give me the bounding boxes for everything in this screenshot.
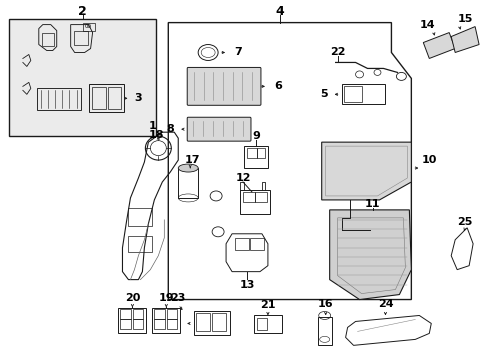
Bar [91, 87, 105, 109]
Bar [152, 307, 180, 333]
Bar [178, 168, 198, 198]
Bar [128, 236, 152, 252]
Bar [82, 23, 94, 31]
Polygon shape [450, 27, 478, 53]
Ellipse shape [178, 164, 198, 172]
Bar [41, 32, 54, 45]
Bar [235, 238, 248, 250]
Bar [9, 19, 156, 136]
Bar [107, 87, 121, 109]
Text: 3: 3 [134, 93, 142, 103]
Bar [256, 148, 264, 158]
Text: 16: 16 [317, 298, 333, 309]
Text: 1: 1 [148, 121, 156, 131]
Text: 15: 15 [456, 14, 472, 24]
Bar [196, 314, 210, 332]
Bar [243, 192, 254, 202]
Polygon shape [423, 32, 454, 58]
Bar [246, 148, 256, 158]
Text: 18: 18 [148, 130, 164, 140]
Text: 19: 19 [158, 293, 174, 302]
Text: 21: 21 [260, 300, 275, 310]
Bar [154, 319, 165, 329]
Bar [256, 319, 266, 330]
Bar [341, 84, 385, 104]
Text: 22: 22 [329, 48, 345, 58]
Bar [154, 310, 165, 319]
Text: 20: 20 [124, 293, 140, 302]
Bar [133, 319, 143, 329]
Bar [240, 190, 269, 214]
Text: 6: 6 [273, 81, 281, 91]
Text: 10: 10 [421, 155, 436, 165]
Text: 13: 13 [239, 280, 254, 289]
Text: 8: 8 [166, 124, 174, 134]
Bar [128, 208, 152, 226]
Bar [120, 310, 131, 319]
Bar [74, 31, 87, 45]
Bar [120, 319, 131, 329]
Bar [244, 146, 267, 168]
Bar [118, 307, 146, 333]
Bar [249, 238, 264, 250]
Text: 5: 5 [319, 89, 327, 99]
Bar [343, 86, 361, 102]
Bar [253, 315, 281, 333]
Text: 11: 11 [364, 199, 380, 209]
FancyBboxPatch shape [187, 117, 250, 141]
Text: 00: 00 [85, 24, 92, 29]
Text: 17: 17 [184, 155, 200, 165]
Bar [194, 311, 229, 336]
Bar [254, 192, 266, 202]
Text: 2: 2 [78, 5, 87, 18]
Bar [167, 319, 177, 329]
FancyBboxPatch shape [187, 67, 261, 105]
Text: 4: 4 [275, 5, 284, 18]
Text: 14: 14 [419, 19, 434, 30]
Text: 23: 23 [170, 293, 185, 302]
Bar [88, 84, 124, 112]
Polygon shape [321, 142, 410, 200]
Bar [212, 314, 225, 332]
Bar [167, 310, 177, 319]
Bar [133, 310, 143, 319]
Text: 24: 24 [377, 298, 392, 309]
Bar [37, 88, 81, 110]
Text: 12: 12 [235, 173, 250, 183]
Text: 25: 25 [456, 217, 472, 227]
Text: 9: 9 [251, 131, 259, 141]
Text: 7: 7 [234, 48, 242, 58]
Bar [317, 318, 331, 345]
Polygon shape [329, 210, 410, 300]
